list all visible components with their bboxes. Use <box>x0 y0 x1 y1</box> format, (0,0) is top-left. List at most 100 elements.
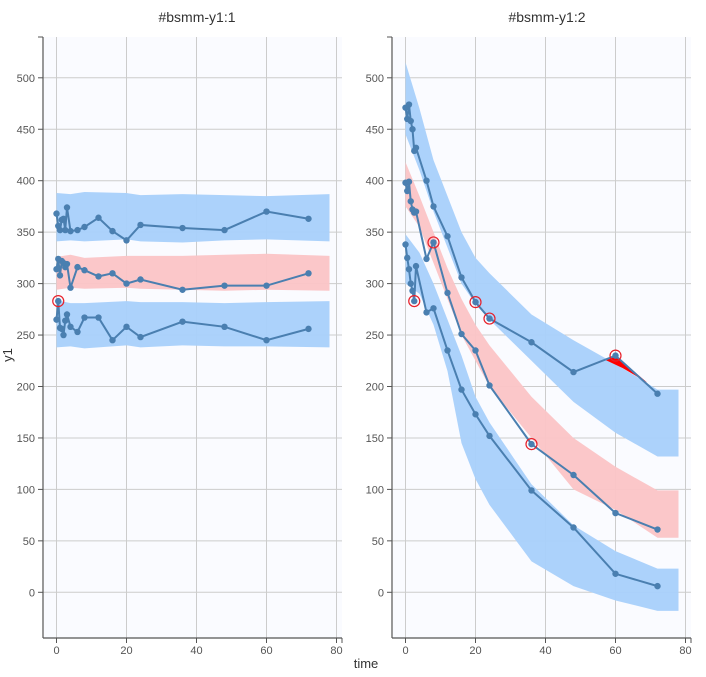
y-tick-label: 250 <box>17 330 35 342</box>
data-point <box>123 280 130 287</box>
y-tick-label: 50 <box>372 536 384 548</box>
data-point <box>570 471 577 479</box>
data-point <box>60 215 67 222</box>
data-point <box>612 509 619 517</box>
data-point <box>612 352 619 359</box>
panel-title: #bsmm-y1:1 <box>158 9 235 25</box>
x-tick-label: 40 <box>190 645 202 657</box>
y-tick-label: 300 <box>366 279 384 291</box>
y-tick-label: 0 <box>29 587 35 599</box>
median-prediction-band <box>56 253 330 291</box>
y-tick-label: 100 <box>366 484 384 496</box>
x-tick-label: 80 <box>679 645 691 657</box>
y-tick-label: 0 <box>378 587 384 599</box>
data-point <box>63 311 71 318</box>
data-point <box>472 298 479 306</box>
panel-title: #bsmm-y1:2 <box>508 9 585 25</box>
data-point <box>444 347 451 354</box>
data-point <box>221 323 228 331</box>
data-point <box>458 330 465 338</box>
y-tick-label: 200 <box>366 382 384 394</box>
percentile-prediction-band <box>56 192 330 243</box>
panel-bsmm-y1-1: #bsmm-y1:1 05010015020025030035040045050… <box>17 9 343 657</box>
y-tick-label: 50 <box>23 536 35 548</box>
data-point <box>430 203 437 210</box>
y-axis-label: y1 <box>0 348 15 362</box>
data-point <box>486 315 493 322</box>
y-tick-label: 450 <box>366 124 384 136</box>
y-tick-label: 200 <box>17 382 35 394</box>
data-point <box>409 287 416 295</box>
data-point <box>528 339 535 346</box>
data-point <box>654 582 661 590</box>
data-point <box>404 187 411 195</box>
data-point <box>179 224 186 232</box>
data-point <box>221 226 228 234</box>
data-point <box>58 325 65 333</box>
data-point <box>305 215 312 222</box>
x-tick-label: 60 <box>260 645 272 657</box>
outlier-marker <box>52 294 65 308</box>
panel-bsmm-y1-2: #bsmm-y1:2 05010015020025030035040045050… <box>366 9 692 657</box>
data-point <box>53 265 60 273</box>
y-tick-label: 400 <box>366 176 384 188</box>
outlier-marker <box>408 294 421 308</box>
data-point <box>67 227 74 235</box>
data-point <box>62 317 69 324</box>
data-point <box>423 255 430 263</box>
data-point <box>62 226 69 234</box>
data-point <box>263 336 270 344</box>
data-point <box>412 208 420 215</box>
data-point <box>63 260 71 268</box>
data-point <box>179 286 186 293</box>
data-point <box>263 282 270 289</box>
data-point <box>654 390 661 397</box>
percentile-prediction-band <box>405 234 679 611</box>
y-tick-label: 450 <box>17 124 35 136</box>
data-point <box>612 570 619 577</box>
data-point <box>404 254 411 262</box>
outlier-marker <box>469 296 482 309</box>
data-point <box>423 309 430 316</box>
data-point <box>95 273 102 280</box>
data-point <box>405 178 413 185</box>
data-point <box>123 237 130 244</box>
data-point <box>405 101 413 108</box>
data-point <box>305 325 312 333</box>
data-point <box>123 323 130 331</box>
data-point <box>67 323 74 331</box>
data-point <box>472 347 479 354</box>
data-point <box>458 274 465 281</box>
data-point <box>407 198 414 205</box>
data-point <box>56 226 64 234</box>
data-point <box>137 333 144 341</box>
outlier-marker <box>483 312 496 325</box>
data-point <box>74 226 81 234</box>
data-point <box>405 265 413 273</box>
y-tick-label: 150 <box>17 433 35 445</box>
data-point <box>654 526 661 533</box>
data-point <box>528 487 535 494</box>
data-point <box>472 411 479 418</box>
median-prediction-band <box>405 162 679 538</box>
data-point <box>63 204 71 211</box>
x-tick-label: 0 <box>402 645 408 657</box>
data-point <box>74 328 81 336</box>
data-point <box>221 282 228 289</box>
data-point <box>412 262 420 270</box>
data-point <box>109 336 116 344</box>
y-tick-label: 300 <box>17 279 35 291</box>
data-point <box>53 210 60 217</box>
data-point <box>570 368 577 376</box>
data-point <box>458 386 465 393</box>
data-point <box>74 263 81 271</box>
data-point <box>137 221 144 229</box>
x-tick-label: 60 <box>609 645 621 657</box>
data-point <box>263 208 270 215</box>
y-tick-label: 100 <box>17 484 35 496</box>
outlier-marker <box>609 349 622 362</box>
data-point <box>60 331 67 339</box>
data-point <box>407 280 414 287</box>
y-tick-label: 250 <box>366 330 384 342</box>
